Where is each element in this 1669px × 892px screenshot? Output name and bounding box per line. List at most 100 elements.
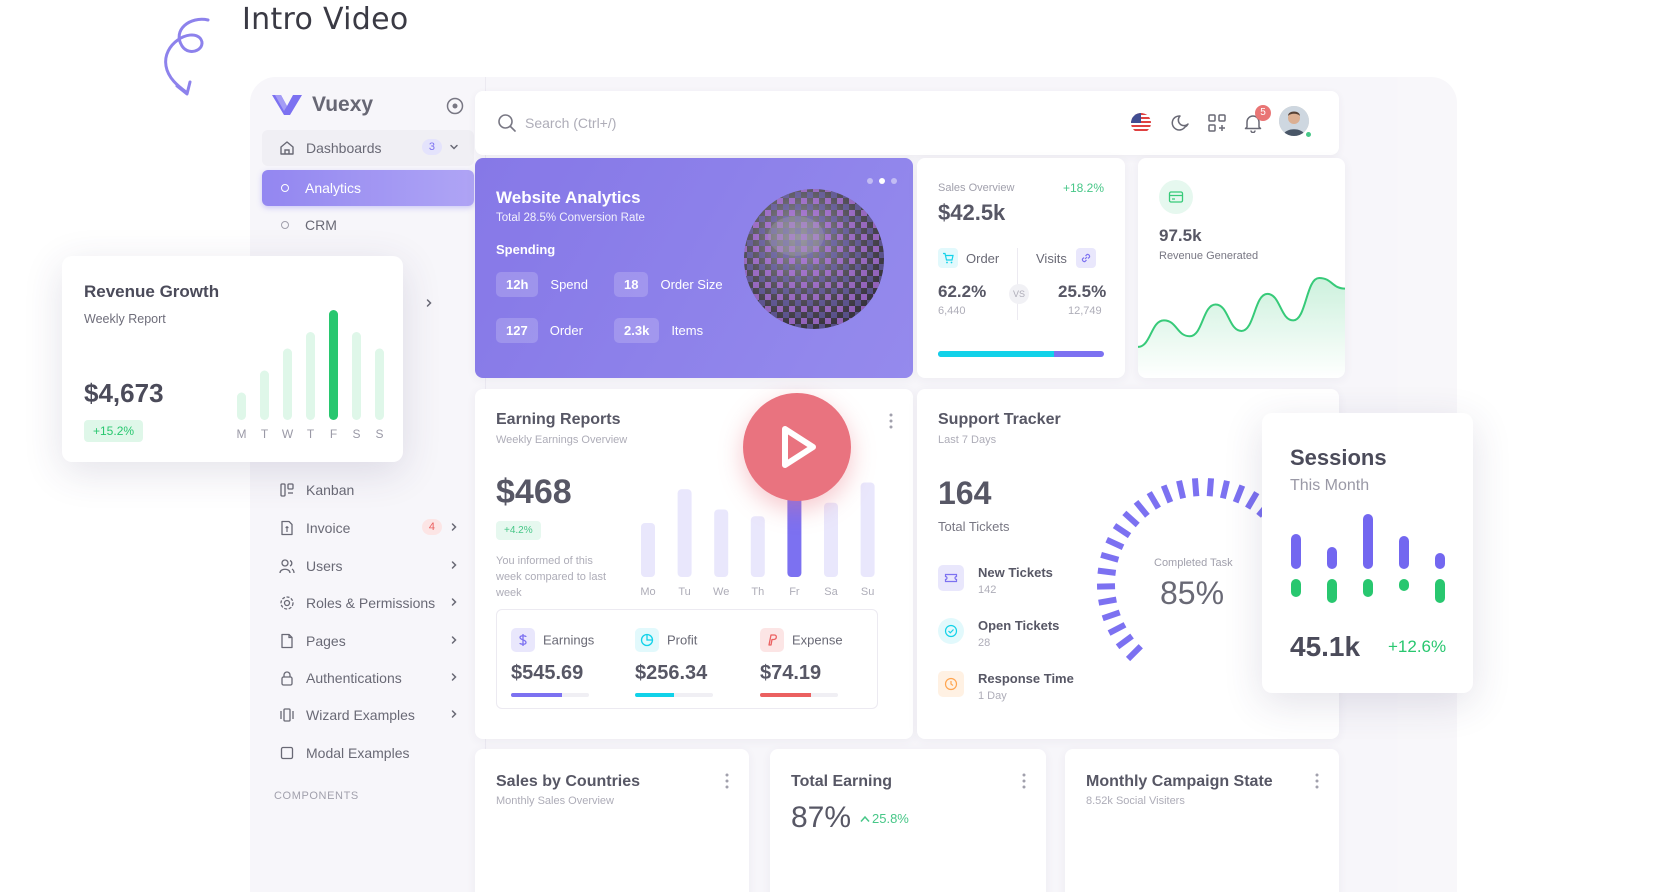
search-icon[interactable] xyxy=(497,113,517,133)
earning-trend-badge: +4.2% xyxy=(496,521,541,540)
sidebar-toggle-icon[interactable] xyxy=(446,97,464,115)
carousel-dots[interactable] xyxy=(867,178,897,184)
visits-percent: 25.5% xyxy=(1058,282,1107,301)
revenue-growth-day-label: W xyxy=(282,427,294,441)
gauge-tick xyxy=(1232,484,1246,504)
sessions-top-bar xyxy=(1363,514,1373,569)
sidebar-item-label: Users xyxy=(306,558,343,574)
sidebar-item-wizard[interactable]: Wizard Examples xyxy=(262,697,474,733)
earnings-day-label: Sa xyxy=(824,586,838,598)
earnings-day-label: Tu xyxy=(678,586,690,598)
earnings-day-label: Fr xyxy=(789,586,800,598)
bell-icon[interactable]: 5 xyxy=(1241,105,1271,135)
website-analytics-card: Website Analytics Total 28.5% Conversion… xyxy=(475,158,913,378)
wizard-icon xyxy=(278,706,296,724)
square-icon xyxy=(278,744,296,762)
card-subtitle: This Month xyxy=(1290,477,1370,494)
chevron-right-icon xyxy=(451,523,457,531)
sessions-top-bar xyxy=(1291,534,1301,569)
visits-count: 12,749 xyxy=(1068,305,1102,317)
sessions-top-bar xyxy=(1327,547,1337,569)
sessions-bottom-bar xyxy=(1291,579,1301,597)
gauge-tick xyxy=(1219,480,1230,499)
earnings-summary-box: Earnings $545.69 Profit $256.34 Expense … xyxy=(496,609,878,709)
total-tickets-value: 164 xyxy=(938,475,992,511)
dashboard-frame: Vuexy Dashboards 3 Analytics CRM Kanban xyxy=(250,77,1457,892)
card-title: Revenue Growth xyxy=(84,282,220,301)
sidebar-item-dashboards[interactable]: Dashboards 3 xyxy=(262,130,474,166)
sessions-top-bar xyxy=(1435,553,1445,569)
sidebar-item-label: Kanban xyxy=(306,482,355,498)
sidebar-item-invoice[interactable]: Invoice 4 xyxy=(262,510,474,546)
earnings-bar xyxy=(860,482,875,577)
completed-task-label: Completed Task xyxy=(1154,557,1233,569)
card-subtitle: Monthly Sales Overview xyxy=(496,795,614,807)
more-vertical-icon[interactable] xyxy=(725,773,729,789)
search-input[interactable] xyxy=(525,111,925,135)
dashboards-count-badge: 3 xyxy=(421,139,442,155)
more-vertical-icon[interactable] xyxy=(1022,773,1026,789)
pie-chart-icon xyxy=(635,628,659,652)
revenue-growth-bar xyxy=(306,332,315,420)
card-subtitle: Last 7 Days xyxy=(938,434,997,446)
intro-title: Intro Video xyxy=(242,2,409,37)
order-label: Order xyxy=(966,251,1000,266)
sidebar-item-label: Authentications xyxy=(306,670,402,686)
lock-icon xyxy=(278,669,296,687)
sidebar-item-label: Wizard Examples xyxy=(306,707,415,723)
sidebar-item-label: Analytics xyxy=(305,180,362,196)
profit-summary: Profit $256.34 xyxy=(635,628,713,697)
earnings-bar xyxy=(714,509,729,577)
us-flag-icon[interactable] xyxy=(1129,111,1153,135)
apps-grid-icon[interactable] xyxy=(1205,111,1229,135)
sidebar-item-crm[interactable]: CRM xyxy=(262,207,474,243)
gauge-tick xyxy=(1112,523,1132,539)
more-vertical-icon[interactable] xyxy=(889,413,893,429)
sessions-bottom-bar xyxy=(1435,579,1445,603)
ticket-icon xyxy=(938,565,964,591)
chevron-right-icon[interactable] xyxy=(423,297,435,309)
sidebar-item-pages[interactable]: Pages xyxy=(262,623,474,659)
play-video-button[interactable] xyxy=(743,393,851,501)
card-title: Monthly Campaign State xyxy=(1086,773,1273,790)
expense-progress-fill xyxy=(760,693,811,697)
earnings-bar-chart: Mo Tu We Th Fr Sa Su xyxy=(640,475,875,598)
response-time-item: Response Time 1 Day xyxy=(938,671,1074,702)
sidebar-item-authentications[interactable]: Authentications xyxy=(262,660,474,696)
revenue-line xyxy=(1138,276,1345,348)
earning-value: $468 xyxy=(496,473,572,511)
spending-heading: Spending xyxy=(496,242,556,257)
gauge-tick xyxy=(1133,499,1150,518)
chevron-down-icon xyxy=(450,144,458,150)
moon-icon[interactable] xyxy=(1169,111,1193,135)
earnings-bar xyxy=(641,523,655,577)
revenue-growth-card: Revenue Growth Weekly Report $4,673 +15.… xyxy=(62,256,403,462)
earnings-day-label: Su xyxy=(861,586,874,598)
profit-amount: $256.34 xyxy=(635,662,708,684)
revenue-generated-card: 97.5k Revenue Generated xyxy=(1138,158,1345,378)
sidebar-item-modal[interactable]: Modal Examples xyxy=(262,735,474,771)
sessions-bottom-bar xyxy=(1399,579,1409,591)
earnings-progress xyxy=(511,693,589,697)
order-percent: 62.2% xyxy=(938,282,987,301)
section-label-components: COMPONENTS xyxy=(274,790,359,802)
earnings-bar xyxy=(750,516,765,577)
sidebar-item-roles[interactable]: Roles & Permissions xyxy=(262,585,474,621)
dollar-icon xyxy=(511,628,535,652)
sales-value: $42.5k xyxy=(938,200,1006,225)
more-vertical-icon[interactable] xyxy=(1315,773,1319,789)
invoice-count-badge: 4 xyxy=(421,519,442,535)
sidebar-item-kanban[interactable]: Kanban xyxy=(262,472,474,508)
brand[interactable]: Vuexy xyxy=(272,93,373,117)
sidebar-item-users[interactable]: Users xyxy=(262,548,474,584)
home-icon xyxy=(278,139,296,157)
revenue-growth-bar xyxy=(260,370,269,420)
card-subtitle: Weekly Report xyxy=(84,312,166,326)
invoice-icon xyxy=(278,519,296,537)
order-count: 6,440 xyxy=(938,305,966,317)
sidebar-item-analytics[interactable]: Analytics xyxy=(262,170,474,206)
chevron-right-icon xyxy=(451,673,457,681)
card-title: Earning Reports xyxy=(496,411,621,428)
gauge-tick xyxy=(1176,480,1187,499)
